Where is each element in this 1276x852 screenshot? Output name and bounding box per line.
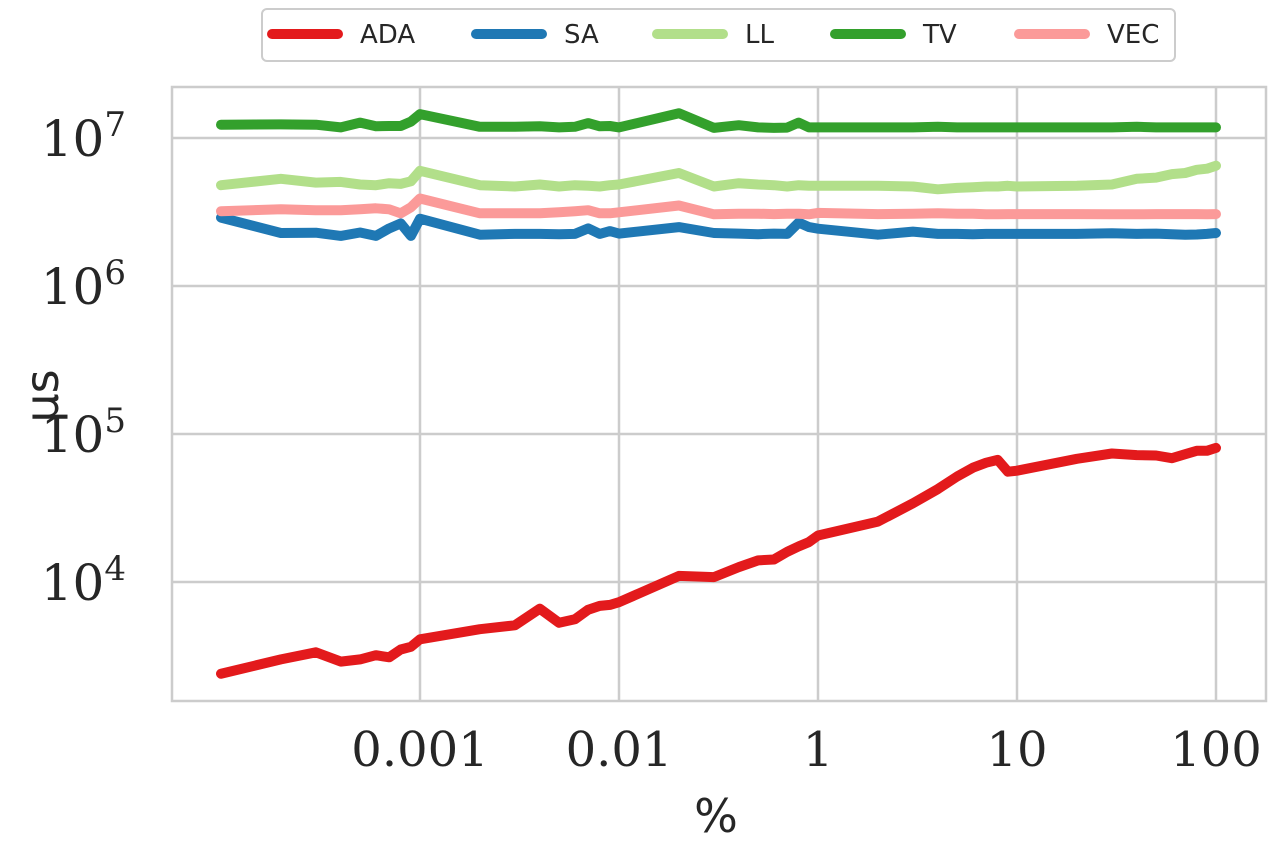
legend-label-ada: ADA (360, 20, 415, 50)
x-tick-label: 0.01 (566, 722, 673, 778)
x-tick-label: 1 (803, 722, 834, 778)
y-tick-label: 106 (41, 253, 126, 316)
y-tick-exponent: 4 (104, 549, 126, 589)
series-line-tv (216, 108, 1221, 133)
x-tick-label: 10 (986, 722, 1047, 778)
series-line-sa (216, 212, 1221, 241)
legend-label-vec: VEC (1107, 20, 1159, 50)
y-tick-exponent: 5 (104, 401, 126, 441)
series-line-vec (216, 193, 1221, 220)
y-tick-exponent: 6 (104, 253, 126, 293)
series-line-ada (216, 442, 1221, 679)
legend-label-tv: TV (922, 20, 957, 50)
x-tick-labels: 0.001 0.01 1 10 100 (351, 722, 1262, 778)
x-tick-label: 100 (1170, 722, 1262, 778)
y-tick-label: 107 (41, 105, 126, 168)
y-tick-base: 10 (41, 406, 105, 464)
y-tick-label: 105 (41, 401, 126, 464)
x-axis-label: % (694, 789, 738, 843)
legend-label-sa: SA (564, 20, 599, 50)
plot-frame (170, 85, 1268, 703)
legend: ADA SA LL TV VEC (261, 8, 1176, 62)
y-axis-label: µs (15, 369, 69, 422)
legend-label-ll: LL (745, 20, 774, 50)
series-line-ll (216, 160, 1221, 195)
y-tick-base: 10 (41, 258, 105, 316)
y-tick-exponent: 7 (104, 105, 126, 145)
y-tick-label: 104 (41, 549, 126, 612)
x-tick-label: 0.001 (351, 722, 488, 778)
series-layer (216, 108, 1221, 679)
y-tick-base: 10 (41, 110, 105, 168)
y-tick-base: 10 (41, 554, 105, 612)
